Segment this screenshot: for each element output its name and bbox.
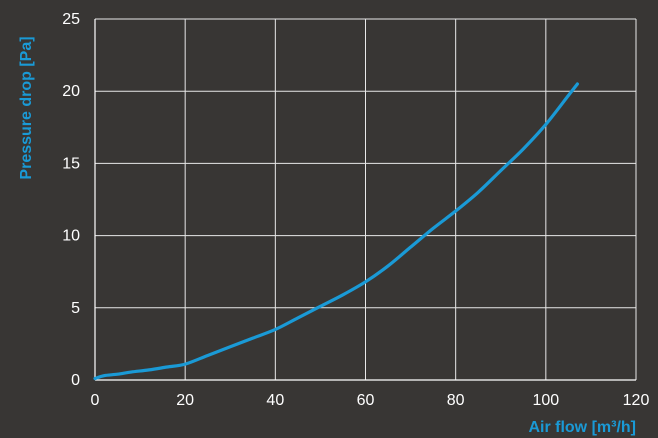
- x-tick-label: 100: [532, 392, 559, 409]
- y-tick-label: 20: [62, 83, 80, 100]
- x-tick-label: 20: [176, 392, 194, 409]
- labels-layer: 0 20 40 60 80 100 120 0 5 10 15 20 25: [62, 11, 649, 409]
- x-tick-label: 40: [266, 392, 284, 409]
- grid-layer: [95, 19, 636, 380]
- y-tick-label: 5: [71, 300, 80, 317]
- x-tick-label: 120: [623, 392, 650, 409]
- x-tick-label: 0: [91, 392, 100, 409]
- x-tick-label: 80: [447, 392, 465, 409]
- x-axis-title: Air flow [m³/h]: [528, 419, 636, 436]
- x-tick-label: 60: [357, 392, 375, 409]
- series-layer: [95, 84, 577, 379]
- y-tick-label: 0: [71, 372, 80, 389]
- y-tick-label: 10: [62, 228, 80, 245]
- y-tick-label: 25: [62, 11, 80, 28]
- series-line: [95, 84, 577, 379]
- y-tick-label: 15: [62, 155, 80, 172]
- y-axis-title: Pressure drop [Pa]: [18, 36, 35, 179]
